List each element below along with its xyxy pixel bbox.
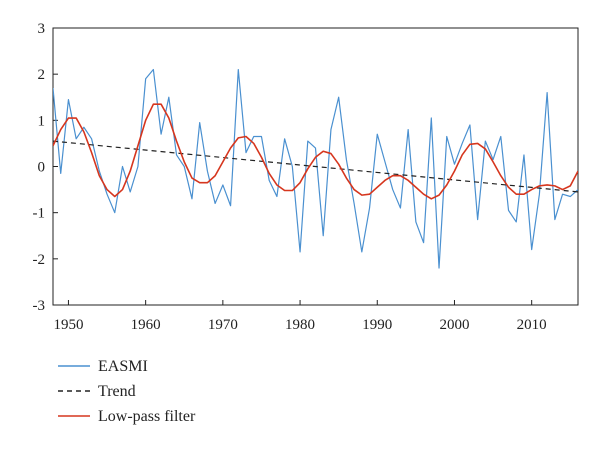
x-tick-label: 2010 bbox=[517, 317, 547, 333]
series-line-trend bbox=[53, 140, 578, 193]
legend-label-trend: Trend bbox=[98, 383, 136, 400]
x-tick-label: 1950 bbox=[53, 317, 83, 333]
y-tick-label: 3 bbox=[38, 21, 46, 37]
y-tick-label: -1 bbox=[33, 206, 46, 222]
x-tick-label: 1970 bbox=[208, 317, 238, 333]
series-line-easmi bbox=[53, 68, 578, 269]
y-tick-label: 2 bbox=[38, 67, 46, 83]
legend-label-easmi: EASMI bbox=[98, 358, 148, 375]
x-tick-label: 2000 bbox=[439, 317, 469, 333]
y-tick-label: 1 bbox=[38, 113, 46, 129]
x-tick-label: 1990 bbox=[362, 317, 392, 333]
y-tick-label: -3 bbox=[33, 298, 46, 314]
series-line-low-pass-filter bbox=[53, 103, 578, 200]
y-tick-label: -2 bbox=[33, 252, 46, 268]
x-tick-label: 1980 bbox=[285, 317, 315, 333]
x-tick-label: 1960 bbox=[131, 317, 161, 333]
legend-label-low-pass-filter: Low-pass filter bbox=[98, 408, 196, 425]
y-tick-label: 0 bbox=[38, 160, 46, 176]
